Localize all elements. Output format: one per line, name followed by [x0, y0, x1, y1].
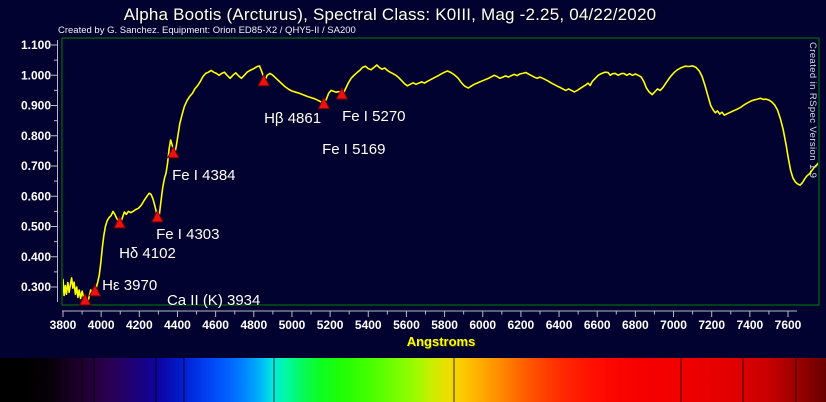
credit-line: Created by G. Sanchez. Equipment: Orion … [58, 25, 356, 36]
absorption-line-label: Fe I 5169 [322, 141, 385, 158]
x-tick-label: 7400 [736, 318, 763, 332]
spectrum-absorption-line [272, 358, 275, 402]
absorption-line-marker [88, 283, 102, 297]
x-tick-label: 5600 [393, 318, 420, 332]
x-tick-label: 5000 [279, 318, 306, 332]
x-axis-title: Angstroms [406, 334, 476, 349]
x-tick-label: 4400 [164, 318, 191, 332]
absorption-line-marker [113, 215, 126, 229]
y-tick-label: 0.500 [21, 220, 51, 234]
spectrum-absorption-line [679, 358, 682, 402]
y-tick-label: 0.600 [21, 189, 51, 203]
y-tick-label: 0.800 [21, 129, 51, 143]
spectrum-absorption-line [741, 358, 744, 402]
x-tick-label: 6000 [469, 318, 496, 332]
x-tick-label: 7200 [698, 318, 725, 332]
x-tick-label: 4200 [126, 318, 153, 332]
y-tick-label: 0.900 [21, 99, 51, 113]
x-tick-label: 5200 [317, 318, 344, 332]
chart-title: Alpha Bootis (Arcturus), Spectral Class:… [123, 5, 657, 24]
spectrum-absorption-line [155, 358, 158, 402]
spectrum-color-bar [0, 358, 826, 402]
x-tick-label: 5800 [431, 318, 458, 332]
x-tick-label: 4600 [202, 318, 229, 332]
spectrum-absorption-line [183, 358, 186, 402]
absorption-line-marker [78, 292, 92, 306]
absorption-line-label: Fe I 4303 [156, 226, 219, 243]
y-tick-label: 0.300 [21, 280, 51, 294]
spectrum-absorption-line [93, 358, 96, 402]
rspec-version-watermark: Created in RSpec Version 1.9 [807, 42, 818, 179]
y-tick-label: 0.400 [21, 250, 51, 264]
absorption-line-label: Hβ 4861 [264, 110, 321, 127]
x-tick-label: 5400 [355, 318, 382, 332]
y-tick-label: 1.100 [21, 38, 51, 52]
x-tick-label: 6800 [622, 318, 649, 332]
spectrum-absorption-line [452, 358, 455, 402]
absorption-line-marker [317, 96, 331, 110]
x-tick-label: 7000 [660, 318, 687, 332]
absorption-line-label: Fe I 5270 [342, 108, 405, 125]
absorption-line-marker [335, 86, 349, 100]
x-tick-label: 4800 [240, 318, 267, 332]
absorption-line-marker [151, 209, 164, 223]
spectral-curve [63, 64, 818, 304]
x-tick-label: 7600 [775, 318, 802, 332]
spectrum-plot: 1.100 1.000 0.900 0.800 0.700 0.600 0.500 0.400… [21, 37, 820, 332]
absorption-line-label: Hδ 4102 [119, 245, 176, 262]
x-tick-label: 6200 [508, 318, 535, 332]
spectrum-absorption-line [80, 358, 83, 402]
absorption-line-label: Fe I 4384 [172, 167, 235, 184]
absorption-line-marker [257, 73, 271, 87]
x-tick-label: 3800 [50, 318, 77, 332]
y-tick-label: 1.000 [21, 68, 51, 82]
x-tick-label: 6400 [546, 318, 573, 332]
plot-border [61, 37, 820, 306]
spectrum-absorption-line [794, 358, 797, 402]
absorption-line-marker [166, 145, 180, 159]
x-tick-label: 4000 [88, 318, 115, 332]
x-tick-label: 6600 [584, 318, 611, 332]
absorption-line-label: Hε 3970 [102, 277, 157, 294]
y-tick-label: 0.700 [21, 159, 51, 173]
absorption-line-label: Ca II (K) 3934 [167, 292, 260, 309]
